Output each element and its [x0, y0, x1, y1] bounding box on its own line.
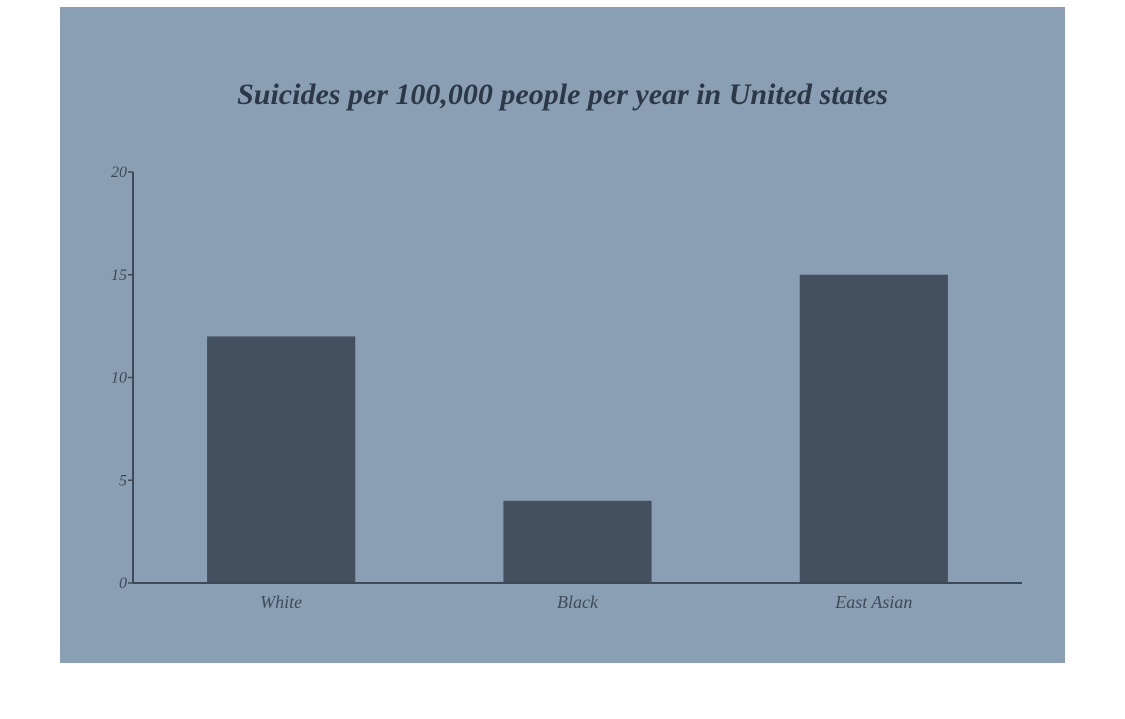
y-tick-label: 10 — [111, 370, 127, 387]
y-tick-label: 15 — [111, 267, 127, 284]
bar-black — [503, 500, 652, 583]
chart-title: Suicides per 100,000 people per year in … — [237, 78, 888, 111]
y-axis-ticks: 0 5 10 15 20 — [111, 164, 133, 592]
x-category-label: East Asian — [834, 592, 912, 612]
y-tick-label: 20 — [111, 164, 127, 181]
y-tick-label: 5 — [119, 472, 127, 489]
x-category-label: Black — [557, 592, 599, 612]
bars-group — [207, 274, 948, 583]
bar-white — [207, 336, 356, 583]
x-category-label: White — [260, 592, 302, 612]
bar-east-asian — [799, 274, 948, 583]
x-axis-labels: White Black East Asian — [260, 592, 912, 612]
y-tick-label: 0 — [119, 575, 127, 592]
